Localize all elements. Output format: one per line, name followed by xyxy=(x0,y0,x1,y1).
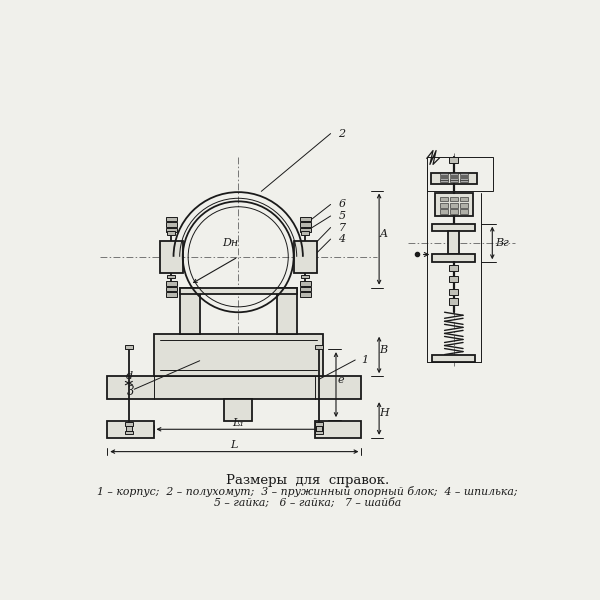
Text: Bг: Bг xyxy=(496,238,509,248)
Bar xyxy=(166,281,176,286)
Text: Dн: Dн xyxy=(223,238,239,248)
Text: A: A xyxy=(380,229,388,239)
Bar xyxy=(432,224,475,232)
Text: 6: 6 xyxy=(338,199,346,209)
Bar xyxy=(301,275,309,278)
Bar xyxy=(300,292,311,297)
Text: 5: 5 xyxy=(338,211,346,221)
Bar xyxy=(450,176,458,178)
Bar xyxy=(316,426,322,431)
Bar xyxy=(300,287,311,292)
Bar xyxy=(432,355,475,362)
Text: 2: 2 xyxy=(338,128,346,139)
Text: 3: 3 xyxy=(127,385,134,398)
Bar xyxy=(440,173,448,175)
Bar xyxy=(449,276,458,282)
Bar xyxy=(166,287,176,292)
Bar xyxy=(440,203,448,208)
Bar xyxy=(166,292,176,297)
Bar xyxy=(167,232,175,235)
Bar xyxy=(450,178,458,180)
Bar xyxy=(450,173,458,175)
Bar xyxy=(126,426,132,431)
Bar xyxy=(125,344,133,349)
Bar xyxy=(434,193,473,216)
Text: L: L xyxy=(230,440,238,450)
Bar xyxy=(166,222,176,227)
Bar xyxy=(460,178,469,180)
Bar xyxy=(460,209,469,214)
Text: 4: 4 xyxy=(338,234,346,244)
Bar xyxy=(293,241,317,273)
Bar xyxy=(160,241,183,273)
Bar xyxy=(125,422,133,426)
Text: Размеры  для  справок.: Размеры для справок. xyxy=(226,474,389,487)
Bar xyxy=(315,421,361,438)
Bar xyxy=(300,222,311,227)
Bar xyxy=(440,197,448,202)
Bar xyxy=(167,275,175,278)
Bar xyxy=(460,180,469,182)
Bar xyxy=(449,289,458,295)
Bar xyxy=(450,209,458,214)
Bar xyxy=(450,197,458,202)
Bar xyxy=(449,157,458,163)
Bar xyxy=(431,173,477,184)
Bar xyxy=(301,232,309,235)
Bar xyxy=(460,176,469,178)
Bar xyxy=(107,421,154,438)
Bar xyxy=(154,334,323,376)
Bar xyxy=(460,173,469,175)
Bar xyxy=(125,431,133,434)
Bar xyxy=(427,157,493,191)
Bar xyxy=(179,287,297,294)
Text: B: B xyxy=(380,345,388,355)
Bar xyxy=(449,298,458,305)
Bar xyxy=(300,217,311,221)
Text: e: e xyxy=(337,374,344,385)
Text: 5 – гайка;   6 – гайка;   7 – шайба: 5 – гайка; 6 – гайка; 7 – шайба xyxy=(214,498,401,508)
Bar xyxy=(440,180,448,182)
Bar xyxy=(450,180,458,182)
Bar xyxy=(166,217,176,221)
Bar xyxy=(440,176,448,178)
Bar xyxy=(224,399,252,421)
Text: d: d xyxy=(125,371,133,381)
Text: H: H xyxy=(379,409,389,419)
Bar xyxy=(315,431,323,434)
Bar xyxy=(300,227,311,232)
Bar xyxy=(432,254,475,262)
Bar xyxy=(179,287,200,334)
Bar xyxy=(450,203,458,208)
Bar xyxy=(166,227,176,232)
Text: 7: 7 xyxy=(338,223,346,233)
Bar xyxy=(315,422,323,426)
Bar xyxy=(440,209,448,214)
Bar xyxy=(449,265,458,271)
Text: L₁: L₁ xyxy=(232,418,244,428)
Bar xyxy=(460,203,469,208)
Bar xyxy=(440,178,448,180)
Bar xyxy=(277,287,297,334)
Bar xyxy=(300,281,311,286)
Text: 1: 1 xyxy=(361,355,368,365)
Bar xyxy=(460,197,469,202)
Bar xyxy=(315,344,323,349)
Bar xyxy=(107,376,361,399)
Bar xyxy=(448,232,459,254)
Text: 1 – корпус;  2 – полухомут;  3 – пружинный опорный блок;  4 – шпилька;: 1 – корпус; 2 – полухомут; 3 – пружинный… xyxy=(97,486,518,497)
